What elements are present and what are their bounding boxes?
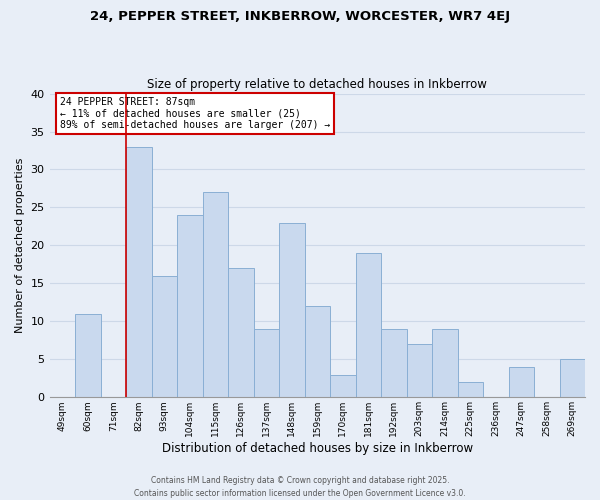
Y-axis label: Number of detached properties: Number of detached properties [15, 158, 25, 333]
Bar [381, 329, 407, 398]
Bar [126, 146, 152, 398]
Bar [305, 306, 330, 398]
X-axis label: Distribution of detached houses by size in Inkberrow: Distribution of detached houses by size … [162, 442, 473, 455]
Bar [330, 374, 356, 398]
Text: Contains HM Land Registry data © Crown copyright and database right 2025.
Contai: Contains HM Land Registry data © Crown c… [134, 476, 466, 498]
Bar [152, 276, 177, 398]
Bar [407, 344, 432, 398]
Bar [509, 367, 534, 398]
Bar [228, 268, 254, 398]
Text: 24, PEPPER STREET, INKBERROW, WORCESTER, WR7 4EJ: 24, PEPPER STREET, INKBERROW, WORCESTER,… [90, 10, 510, 23]
Bar [560, 360, 585, 398]
Bar [203, 192, 228, 398]
Bar [254, 329, 279, 398]
Bar [458, 382, 483, 398]
Bar [356, 253, 381, 398]
Text: 24 PEPPER STREET: 87sqm
← 11% of detached houses are smaller (25)
89% of semi-de: 24 PEPPER STREET: 87sqm ← 11% of detache… [60, 96, 331, 130]
Title: Size of property relative to detached houses in Inkberrow: Size of property relative to detached ho… [148, 78, 487, 91]
Bar [177, 215, 203, 398]
Bar [432, 329, 458, 398]
Bar [279, 222, 305, 398]
Bar [75, 314, 101, 398]
